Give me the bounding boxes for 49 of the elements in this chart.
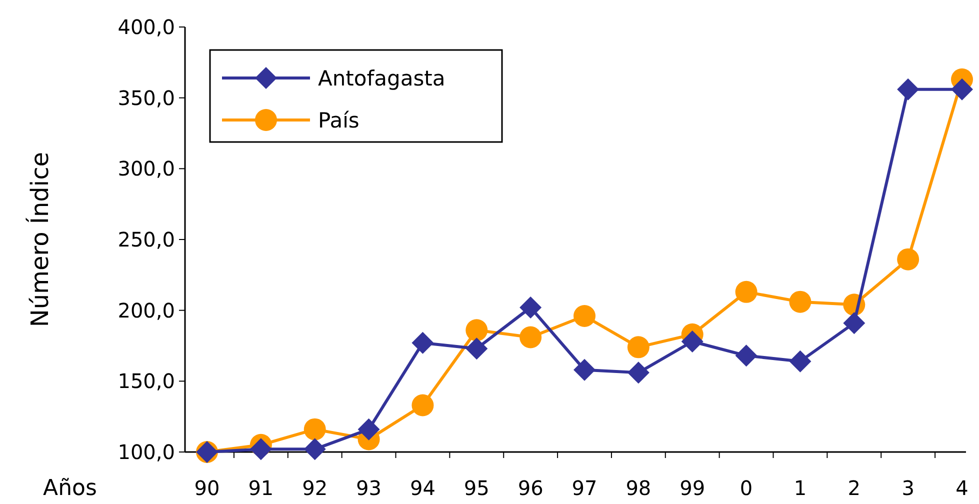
y-tick-label: 300,0 bbox=[118, 156, 175, 181]
x-tick-label: 94 bbox=[410, 476, 436, 500]
point bbox=[304, 438, 326, 460]
y-axis-title: Número Índice bbox=[25, 152, 54, 328]
x-tick-label: 98 bbox=[626, 476, 652, 500]
point bbox=[520, 326, 542, 348]
x-tick-label: 3 bbox=[902, 476, 914, 500]
x-tick-label: 92 bbox=[302, 476, 328, 500]
point bbox=[304, 418, 326, 440]
point bbox=[358, 418, 380, 440]
x-tick-label: 90 bbox=[194, 476, 220, 500]
point bbox=[574, 358, 596, 381]
point bbox=[789, 350, 812, 372]
x-tick-label: 1 bbox=[794, 476, 807, 500]
point bbox=[897, 78, 920, 100]
point bbox=[466, 338, 488, 360]
x-tick-label: 91 bbox=[248, 476, 274, 500]
y-tick-label: 250,0 bbox=[118, 228, 175, 252]
legend-label: Antofagasta bbox=[318, 66, 446, 90]
x-tick-label: 4 bbox=[956, 476, 968, 500]
point bbox=[412, 394, 434, 416]
point bbox=[574, 305, 596, 327]
point bbox=[735, 344, 758, 367]
x-tick-label: 99 bbox=[680, 476, 706, 500]
point bbox=[466, 319, 488, 342]
y-tick-label: 100,0 bbox=[118, 440, 175, 464]
point bbox=[897, 248, 920, 270]
x-tick-label: 97 bbox=[572, 476, 598, 500]
x-tick-label: 93 bbox=[356, 476, 382, 500]
point bbox=[250, 438, 272, 460]
point bbox=[520, 296, 542, 318]
point bbox=[627, 362, 650, 384]
point bbox=[681, 330, 704, 352]
point bbox=[627, 336, 650, 358]
x-tick-label: 0 bbox=[740, 476, 753, 500]
y-tick-label: 400,0 bbox=[118, 15, 175, 39]
point bbox=[412, 332, 434, 354]
legend-label: País bbox=[318, 108, 360, 132]
x-tick-label: 95 bbox=[464, 476, 490, 500]
x-tick-label: 2 bbox=[848, 476, 861, 500]
y-tick-label: 200,0 bbox=[118, 298, 175, 322]
point bbox=[843, 312, 866, 334]
x-tick-label: 96 bbox=[518, 476, 544, 500]
x-axis-title: Años bbox=[43, 476, 97, 501]
point bbox=[735, 280, 758, 303]
y-tick-label: 150,0 bbox=[118, 369, 175, 394]
y-tick-label: 350,0 bbox=[118, 86, 175, 110]
point bbox=[789, 290, 812, 313]
point bbox=[951, 78, 973, 100]
